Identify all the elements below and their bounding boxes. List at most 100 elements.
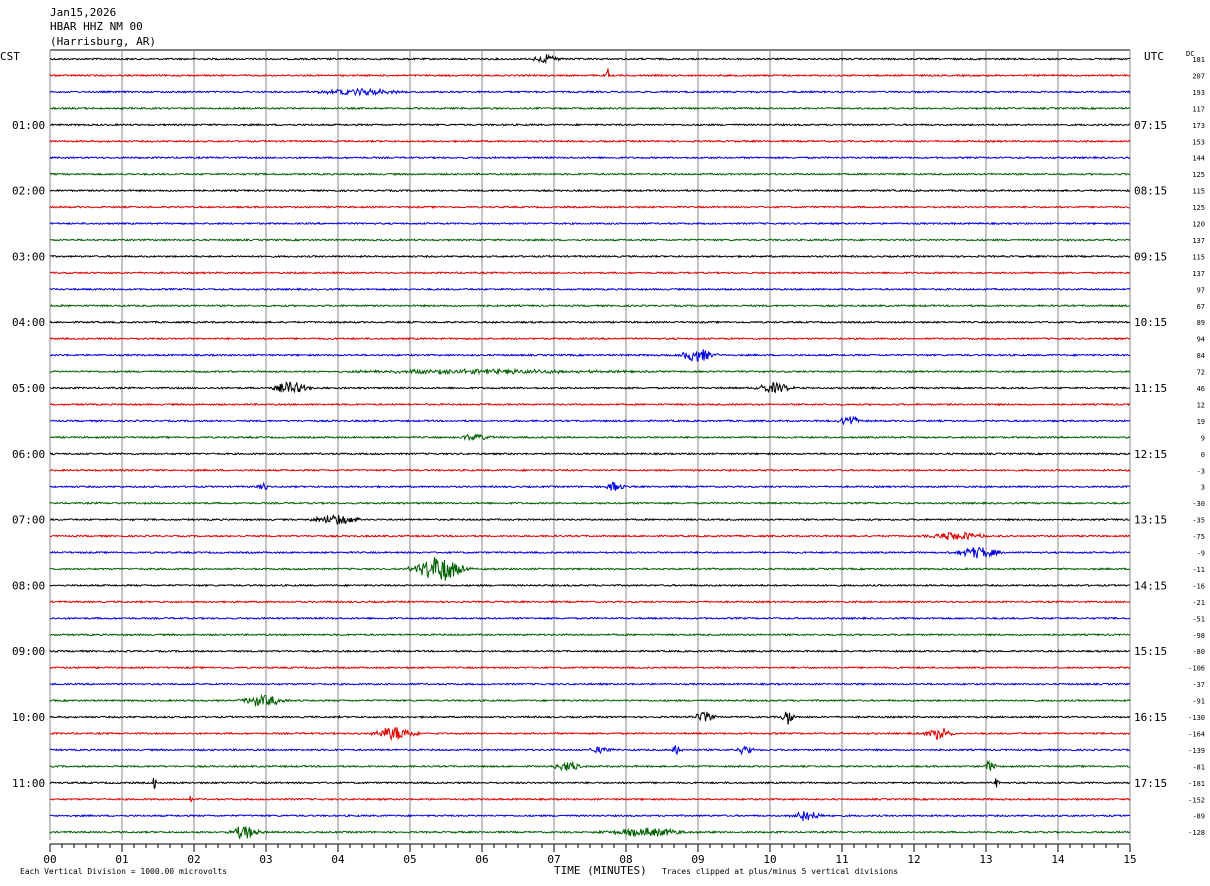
dc-offset-label: 0 bbox=[1201, 451, 1205, 459]
right-hour-label: 13:15 bbox=[1134, 514, 1167, 527]
dc-offset-label: 115 bbox=[1192, 253, 1205, 261]
left-hour-label: 10:00 bbox=[12, 711, 45, 724]
dc-offset-label: 46 bbox=[1197, 385, 1205, 393]
left-hour-label: 03:00 bbox=[12, 250, 45, 263]
seismic-trace bbox=[49, 451, 1131, 456]
x-axis-title: TIME (MINUTES) bbox=[554, 864, 647, 877]
x-tick-label: 10 bbox=[763, 853, 776, 866]
seismic-trace bbox=[49, 468, 1131, 473]
x-tick-label: 12 bbox=[907, 853, 920, 866]
dc-offset-label: -128 bbox=[1188, 829, 1205, 837]
left-hour-label: 09:00 bbox=[12, 645, 45, 658]
dc-offset-label: 72 bbox=[1197, 369, 1205, 377]
dc-offset-label: 144 bbox=[1192, 155, 1205, 163]
seismic-trace bbox=[49, 381, 1131, 394]
seismic-trace bbox=[49, 546, 1131, 559]
seismic-trace bbox=[49, 795, 1131, 803]
left-hour-label: 07:00 bbox=[12, 514, 45, 527]
left-hour-label: 04:00 bbox=[12, 316, 45, 329]
right-hour-label: 07:15 bbox=[1134, 119, 1167, 132]
seismic-trace bbox=[49, 501, 1131, 506]
seismic-trace bbox=[49, 87, 1131, 97]
dc-offset-label: 94 bbox=[1197, 336, 1205, 344]
seismic-trace bbox=[49, 726, 1131, 742]
dc-offset-label: -30 bbox=[1192, 500, 1205, 508]
x-tick-label: 01 bbox=[115, 853, 128, 866]
seismic-trace bbox=[49, 155, 1131, 160]
seismic-traces bbox=[49, 53, 1131, 840]
dc-offset-label: 193 bbox=[1192, 89, 1205, 97]
dc-offset-label: 89 bbox=[1197, 319, 1205, 327]
dc-offset-label: -106 bbox=[1188, 665, 1205, 673]
dc-offset-label: 115 bbox=[1192, 188, 1205, 196]
seismic-trace bbox=[49, 172, 1131, 176]
seismic-trace bbox=[49, 711, 1131, 725]
seismic-trace bbox=[49, 682, 1131, 686]
seismic-trace bbox=[49, 811, 1131, 821]
x-tick-label: 11 bbox=[835, 853, 848, 866]
seismic-trace bbox=[49, 616, 1131, 621]
seismic-trace bbox=[49, 303, 1131, 308]
seismic-trace bbox=[49, 106, 1131, 111]
dc-offset-label: -35 bbox=[1192, 517, 1205, 525]
seismic-trace bbox=[49, 826, 1131, 840]
right-hour-label: 15:15 bbox=[1134, 645, 1167, 658]
dc-offset-label: 181 bbox=[1192, 56, 1205, 64]
dc-offset-label: 207 bbox=[1192, 72, 1205, 80]
right-timezone-label: UTC bbox=[1144, 50, 1164, 63]
seismic-trace bbox=[49, 139, 1131, 144]
right-hour-label: 08:15 bbox=[1134, 185, 1167, 198]
seismic-trace bbox=[49, 287, 1131, 292]
seismic-trace bbox=[49, 531, 1131, 541]
dc-offset-label: 137 bbox=[1192, 270, 1205, 278]
dc-offset-label: 84 bbox=[1197, 352, 1205, 360]
left-timezone-label: CST bbox=[0, 50, 20, 63]
seismic-trace bbox=[49, 556, 1131, 581]
left-hour-label: 11:00 bbox=[12, 777, 45, 790]
dc-offset-label: -152 bbox=[1188, 796, 1205, 804]
dc-offset-label: -16 bbox=[1192, 582, 1205, 590]
dc-offset-label: -81 bbox=[1192, 763, 1205, 771]
seismic-trace bbox=[49, 583, 1131, 588]
x-tick-label: 03 bbox=[259, 853, 272, 866]
dc-offset-label: -80 bbox=[1192, 648, 1205, 656]
seismic-trace bbox=[49, 759, 1131, 772]
x-tick-label: 06 bbox=[475, 853, 488, 866]
dc-offset-label: 12 bbox=[1197, 401, 1205, 409]
seismic-trace bbox=[49, 599, 1131, 604]
x-tick-label: 15 bbox=[1123, 853, 1136, 866]
chart-date: Jan15,2026 bbox=[50, 6, 116, 19]
dc-offset-label: -75 bbox=[1192, 533, 1205, 541]
right-hour-label: 16:15 bbox=[1134, 711, 1167, 724]
dc-offset-label: -89 bbox=[1192, 813, 1205, 821]
dc-offset-label: 125 bbox=[1192, 171, 1205, 179]
dc-offset-label: 19 bbox=[1197, 418, 1205, 426]
dc-offset-label: -37 bbox=[1192, 681, 1205, 689]
x-tick-label: 07 bbox=[547, 853, 560, 866]
seismic-trace bbox=[49, 238, 1131, 242]
seismic-trace bbox=[49, 778, 1131, 790]
dc-offset-label: 67 bbox=[1197, 303, 1205, 311]
right-hour-label: 11:15 bbox=[1134, 382, 1167, 395]
minute-grid bbox=[49, 49, 1131, 841]
dc-offset-label: 137 bbox=[1192, 237, 1205, 245]
right-hour-label: 12:15 bbox=[1134, 448, 1167, 461]
seismic-trace bbox=[49, 665, 1131, 670]
left-hour-label: 02:00 bbox=[12, 185, 45, 198]
right-hour-label: 14:15 bbox=[1134, 579, 1167, 592]
dc-offset-label: -9 bbox=[1197, 550, 1205, 558]
left-hour-label: 01:00 bbox=[12, 119, 45, 132]
dc-offset-label: 97 bbox=[1197, 286, 1205, 294]
seismic-trace bbox=[49, 481, 1131, 491]
dc-offset-label: -181 bbox=[1188, 780, 1205, 788]
seismic-trace bbox=[49, 254, 1131, 259]
seismic-trace bbox=[49, 349, 1131, 363]
x-tick-label: 14 bbox=[1051, 853, 1065, 866]
right-hour-label: 17:15 bbox=[1134, 777, 1167, 790]
x-tick-label: 09 bbox=[691, 853, 704, 866]
x-tick-label: 05 bbox=[403, 853, 416, 866]
seismic-trace bbox=[49, 649, 1131, 654]
dc-offset-label: -98 bbox=[1192, 632, 1205, 640]
seismic-trace bbox=[49, 122, 1131, 127]
